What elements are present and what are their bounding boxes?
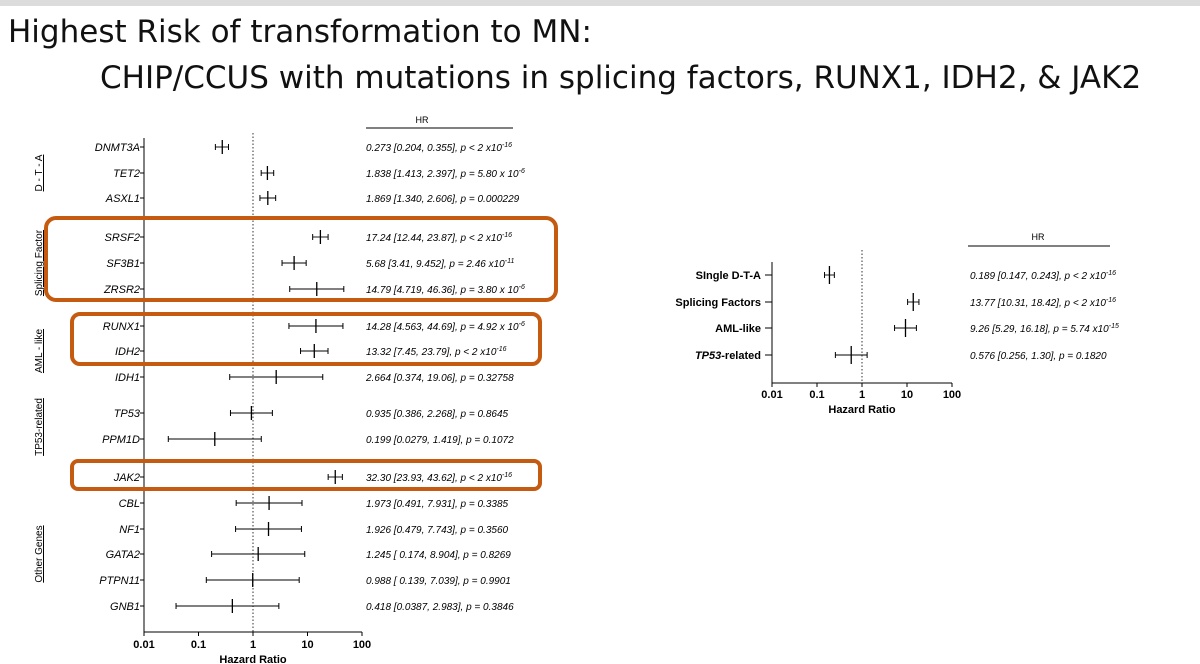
highlight-box-runx1-idh2 <box>70 312 542 366</box>
hr-stat: 17.24 [12.44, 23.87], p < 2 x10-16 <box>366 232 512 244</box>
x-tick-label: 0.01 <box>761 389 782 401</box>
hr-stat: 14.28 [4.563, 44.69], p = 4.92 x 10-6 <box>366 321 525 333</box>
gene-label: DNMT3A <box>95 142 140 154</box>
gene-label: SRSF2 <box>105 232 140 244</box>
group-label: TP53-related <box>34 398 45 456</box>
highlight-box-splicing <box>44 216 558 302</box>
category-label: TP53-related <box>695 350 761 362</box>
group-label: Other Genes <box>34 525 45 582</box>
top-border <box>0 0 1200 6</box>
hr-stat: 2.664 [0.374, 19.06], p = 0.32758 <box>365 373 514 384</box>
x-tick-label: 0.01 <box>133 639 154 651</box>
gene-label: IDH1 <box>115 372 140 384</box>
hr-stat: 0.418 [0.0387, 2.983], p = 0.3846 <box>366 602 514 613</box>
x-tick-label: 1 <box>859 389 865 401</box>
highlight-box-jak2 <box>70 459 542 491</box>
gene-label: NF1 <box>119 524 140 536</box>
x-axis-title: Hazard Ratio <box>828 404 896 416</box>
x-tick-label: 10 <box>901 389 913 401</box>
category-label: AML-like <box>715 323 761 335</box>
gene-label: GNB1 <box>110 601 140 613</box>
gene-label: PPM1D <box>102 434 140 446</box>
x-tick-label: 10 <box>301 639 313 651</box>
gene-label: PTPN11 <box>99 575 140 587</box>
hr-stat: 1.926 [0.479, 7.743], p = 0.3560 <box>366 525 509 536</box>
x-tick-label: 1 <box>250 639 256 651</box>
group-label: Splicing Factor <box>34 229 45 296</box>
gene-label: ASXL1 <box>105 193 140 205</box>
hr-stat: 1.838 [1.413, 2.397], p = 5.80 x 10-6 <box>366 168 525 180</box>
gene-label: RUNX1 <box>103 321 140 333</box>
hr-stat: 32.30 [23.93, 43.62], p < 2 x10-16 <box>366 472 512 484</box>
category-label: Splicing Factors <box>675 297 761 309</box>
x-tick-label: 0.1 <box>191 639 206 651</box>
hr-stat: 0.988 [ 0.139, 7.039], p = 0.9901 <box>366 576 511 587</box>
hr-stat: 1.869 [1.340, 2.606], p = 0.000229 <box>366 194 520 205</box>
hr-stat: 14.79 [4.719, 46.36], p = 3.80 x 10-6 <box>366 284 525 296</box>
hr-stat: 13.77 [10.31, 18.42], p < 2 x10-16 <box>970 297 1116 309</box>
x-tick-label: 0.1 <box>809 389 824 401</box>
x-tick-label: 100 <box>353 639 371 651</box>
slide-subtitle: CHIP/CCUS with mutations in splicing fac… <box>100 60 1142 96</box>
hr-stat: 13.32 [7.45, 23.79], p < 2 x10-16 <box>366 346 507 358</box>
hr-stat: 0.273 [0.204, 0.355], p < 2 x10-16 <box>366 142 512 154</box>
gene-label: JAK2 <box>113 472 140 484</box>
x-axis-title: Hazard Ratio <box>219 654 287 664</box>
hr-stat: 5.68 [3.41, 9.452], p = 2.46 x10-11 <box>366 258 514 270</box>
hr-stat: 0.935 [0.386, 2.268], p = 0.8645 <box>366 409 509 420</box>
hr-header: HR <box>1032 232 1045 242</box>
gene-label: GATA2 <box>106 549 140 561</box>
hr-header: HR <box>416 115 429 125</box>
group-label: AML - like <box>34 329 45 374</box>
category-label: SIngle D-T-A <box>696 270 761 282</box>
gene-label: TP53 <box>114 408 141 420</box>
hr-stat: 0.189 [0.147, 0.243], p < 2 x10-16 <box>970 270 1116 282</box>
slide-title: Highest Risk of transformation to MN: <box>8 14 592 50</box>
gene-label: IDH2 <box>115 346 140 358</box>
gene-label: ZRSR2 <box>103 284 140 296</box>
gene-label: TET2 <box>113 168 140 180</box>
gene-label: CBL <box>119 498 140 510</box>
hr-stat: 1.245 [ 0.174, 8.904], p = 0.8269 <box>366 550 511 561</box>
hr-stat: 1.973 [0.491, 7.931], p = 0.3385 <box>366 499 509 510</box>
hr-stat: 0.199 [0.0279, 1.419], p = 0.1072 <box>366 435 514 446</box>
hr-stat: 0.576 [0.256, 1.30], p = 0.1820 <box>970 351 1107 362</box>
gene-label: SF3B1 <box>106 258 140 270</box>
group-label: D - T - A <box>34 154 45 191</box>
x-tick-label: 100 <box>943 389 961 401</box>
hr-stat: 9.26 [5.29, 16.18], p = 5.74 x10-15 <box>970 323 1119 335</box>
